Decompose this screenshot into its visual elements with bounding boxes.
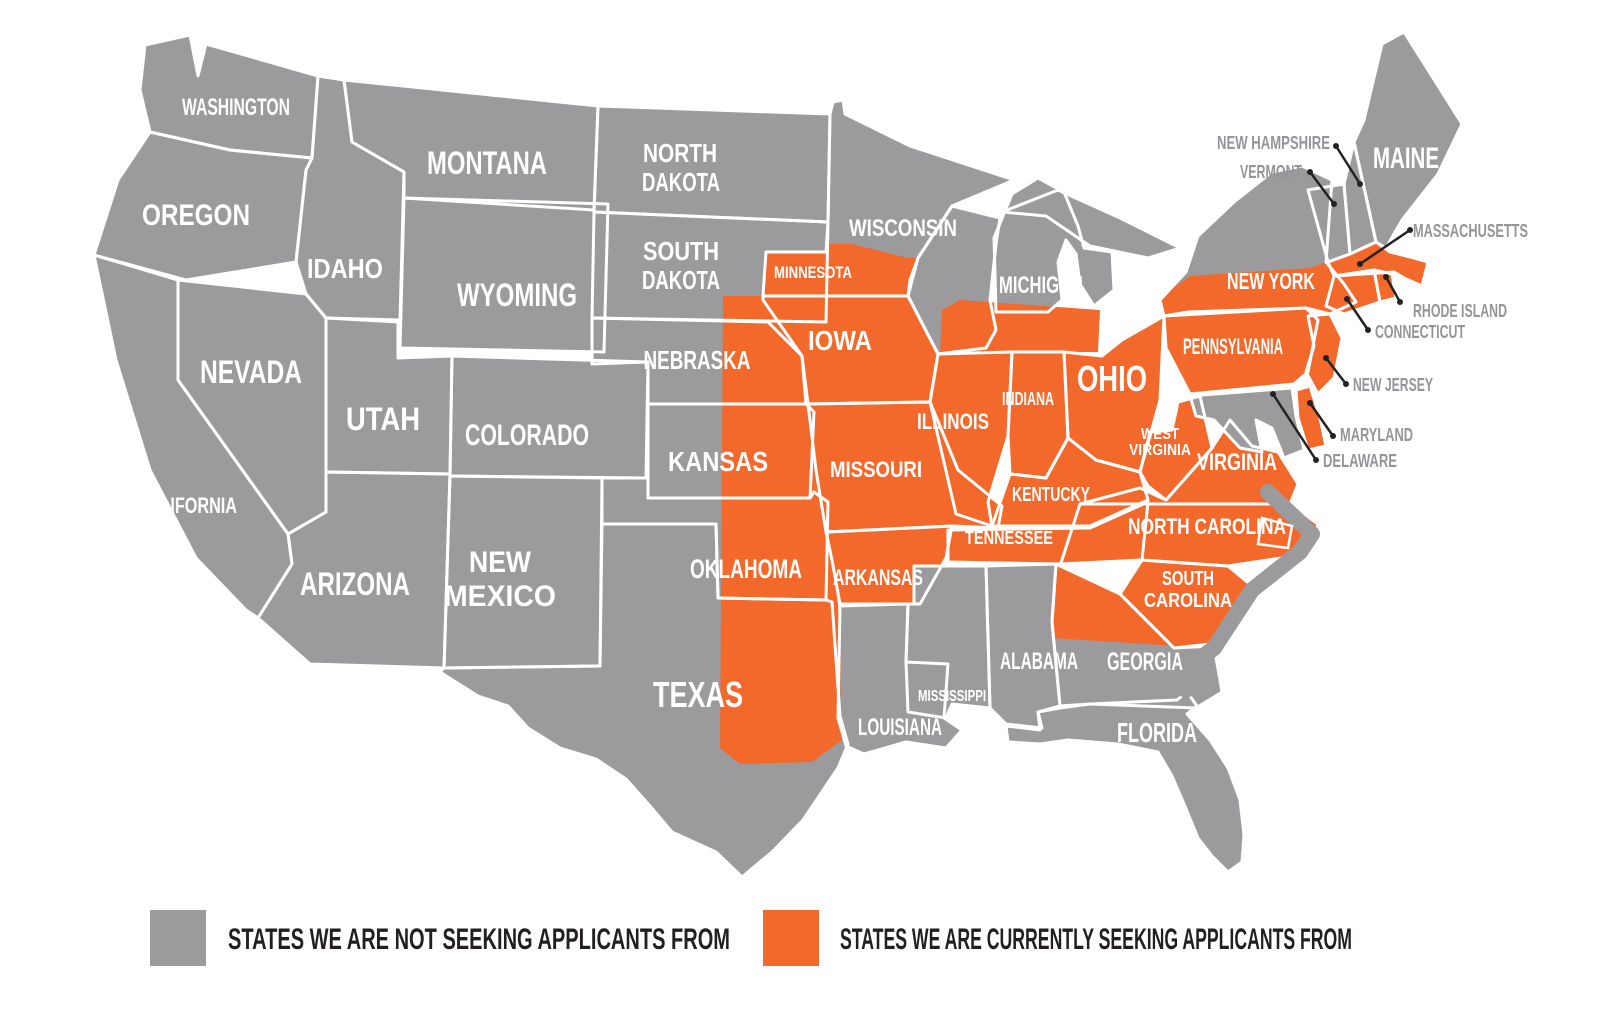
legend-label-not-seeking: STATES WE ARE NOT SEEKING APPLICANTS FRO… — [228, 923, 730, 956]
state-alabama — [986, 564, 1060, 728]
patch-minnesota-north-gray — [763, 100, 1014, 258]
patch-michigan-south-orange — [940, 300, 1100, 354]
label-west-virginia-line2: VIRGINIA — [1129, 442, 1191, 459]
leader-dot — [1270, 391, 1276, 397]
label-washington: WASHINGTON — [182, 94, 290, 121]
label-nevada: NEVADA — [200, 354, 302, 390]
label-maine: MAINE — [1373, 142, 1439, 175]
patch-outer-banks-orange — [1256, 516, 1294, 550]
label-alabama: ALABAMA — [1000, 648, 1078, 675]
callout-massachusetts: MASSACHUSETTS — [1413, 221, 1528, 241]
label-south-carolina-line2: CAROLINA — [1144, 590, 1232, 612]
leader-new-jersey — [1324, 356, 1348, 386]
label-wisconsin: WISCONSIN — [849, 215, 957, 242]
legend: STATES WE ARE NOT SEEKING APPLICANTS FRO… — [150, 910, 1352, 966]
callout-rhode-island: RHODE ISLAND — [1413, 301, 1507, 321]
label-utah: UTAH — [346, 401, 420, 437]
label-new-mexico-line2: MEXICO — [444, 580, 556, 613]
leader-dot — [1357, 261, 1363, 267]
label-wyoming: WYOMING — [457, 277, 577, 313]
callout-vermont: VERMONT — [1240, 162, 1302, 182]
callout-new-hampshire: NEW HAMPSHIRE — [1217, 133, 1330, 153]
callout-delaware: DELAWARE — [1323, 451, 1397, 471]
label-nebraska: NEBRASKA — [644, 345, 751, 375]
leader-maryland — [1308, 401, 1335, 438]
leader-massachusetts — [1358, 228, 1412, 266]
label-oklahoma: OKLAHOMA — [690, 554, 802, 584]
leader-dot — [1344, 296, 1350, 302]
callout-maryland: MARYLAND — [1340, 425, 1413, 445]
leader-connecticut — [1345, 297, 1370, 332]
leader-vermont — [1308, 170, 1336, 206]
leader-dot — [1307, 169, 1313, 175]
label-new-york: NEW YORK — [1227, 268, 1315, 294]
patch-new-york-north-gray — [1162, 166, 1332, 298]
leader-dot — [1313, 457, 1319, 463]
label-iowa: IOWA — [808, 325, 872, 356]
state-labels-layer: WASHINGTON OREGON CALIFORNIA NEVADA IDAH… — [137, 94, 1439, 748]
callout-new-jersey: NEW JERSEY — [1353, 375, 1433, 395]
leader-dot — [1330, 433, 1336, 439]
callouts-layer: NEW HAMPSHIRE VERMONT MASSACHUSETTS RHOD… — [1217, 133, 1528, 471]
label-illinois: ILLINOIS — [917, 409, 989, 434]
leader-delaware — [1271, 392, 1318, 462]
label-florida: FLORIDA — [1117, 717, 1197, 748]
state-colorado — [450, 356, 648, 478]
label-kentucky: KENTUCKY — [1012, 484, 1090, 506]
label-louisiana: LOUISIANA — [858, 714, 942, 741]
label-montana: MONTANA — [427, 145, 547, 181]
southeast-coast-gray-strip — [1178, 484, 1320, 698]
label-south-dakota-line2: DAKOTA — [642, 265, 720, 295]
label-georgia: GEORGIA — [1107, 648, 1183, 676]
state-wyoming — [400, 198, 608, 352]
label-south-dakota-line1: SOUTH — [643, 236, 719, 266]
label-indiana: INDIANA — [1002, 389, 1054, 409]
label-south-carolina-line1: SOUTH — [1162, 568, 1214, 590]
label-tennessee: TENNESSEE — [965, 528, 1053, 548]
label-michigan: MICHIGAN — [999, 272, 1083, 299]
label-pennsylvania: PENNSYLVANIA — [1183, 334, 1283, 359]
label-north-dakota-line1: NORTH — [643, 138, 717, 168]
label-west-virginia-line1: WEST — [1141, 426, 1179, 443]
leader-dot — [1331, 201, 1337, 207]
label-california: CALIFORNIA — [137, 493, 237, 518]
label-ohio: OHIO — [1077, 358, 1147, 399]
legend-swatch-not-seeking — [150, 910, 206, 966]
label-mississippi: MISSISSIPPI — [918, 688, 986, 705]
label-colorado: COLORADO — [465, 419, 589, 452]
legend-swatch-seeking — [763, 910, 819, 966]
leader-dot — [1307, 400, 1313, 406]
label-north-dakota-line2: DAKOTA — [642, 167, 720, 197]
label-north-carolina: NORTH CAROLINA — [1128, 514, 1286, 539]
label-idaho: IDAHO — [307, 253, 383, 284]
callout-connecticut: CONNECTICUT — [1375, 322, 1465, 342]
leader-dot — [1333, 143, 1339, 149]
overlay-patch-layer — [720, 100, 1332, 764]
label-virginia: VIRGINIA — [1197, 449, 1277, 476]
leader-dot — [1343, 381, 1349, 387]
leader-rhode-island — [1384, 275, 1402, 304]
leader-dot — [1365, 327, 1371, 333]
label-arizona: ARIZONA — [300, 566, 410, 602]
leader-new-hampshire — [1334, 144, 1362, 186]
label-missouri: MISSOURI — [830, 457, 922, 482]
label-texas: TEXAS — [653, 674, 743, 715]
leader-dot — [1407, 227, 1413, 233]
label-new-mexico-line1: NEW — [469, 546, 532, 579]
patch-georgia-north-orange — [1052, 564, 1176, 646]
legend-label-seeking: STATES WE ARE CURRENTLY SEEKING APPLICAN… — [840, 923, 1352, 956]
leader-dot — [1383, 274, 1389, 280]
label-arkansas: ARKANSAS — [833, 565, 923, 590]
label-minnesota: MINNESOTA — [774, 263, 852, 282]
leader-dot — [1397, 299, 1403, 305]
label-kansas: KANSAS — [668, 446, 768, 477]
label-oregon: OREGON — [142, 199, 250, 232]
leader-dot — [1323, 355, 1329, 361]
patch-west-band-orange — [720, 296, 842, 764]
leader-dot — [1357, 181, 1363, 187]
